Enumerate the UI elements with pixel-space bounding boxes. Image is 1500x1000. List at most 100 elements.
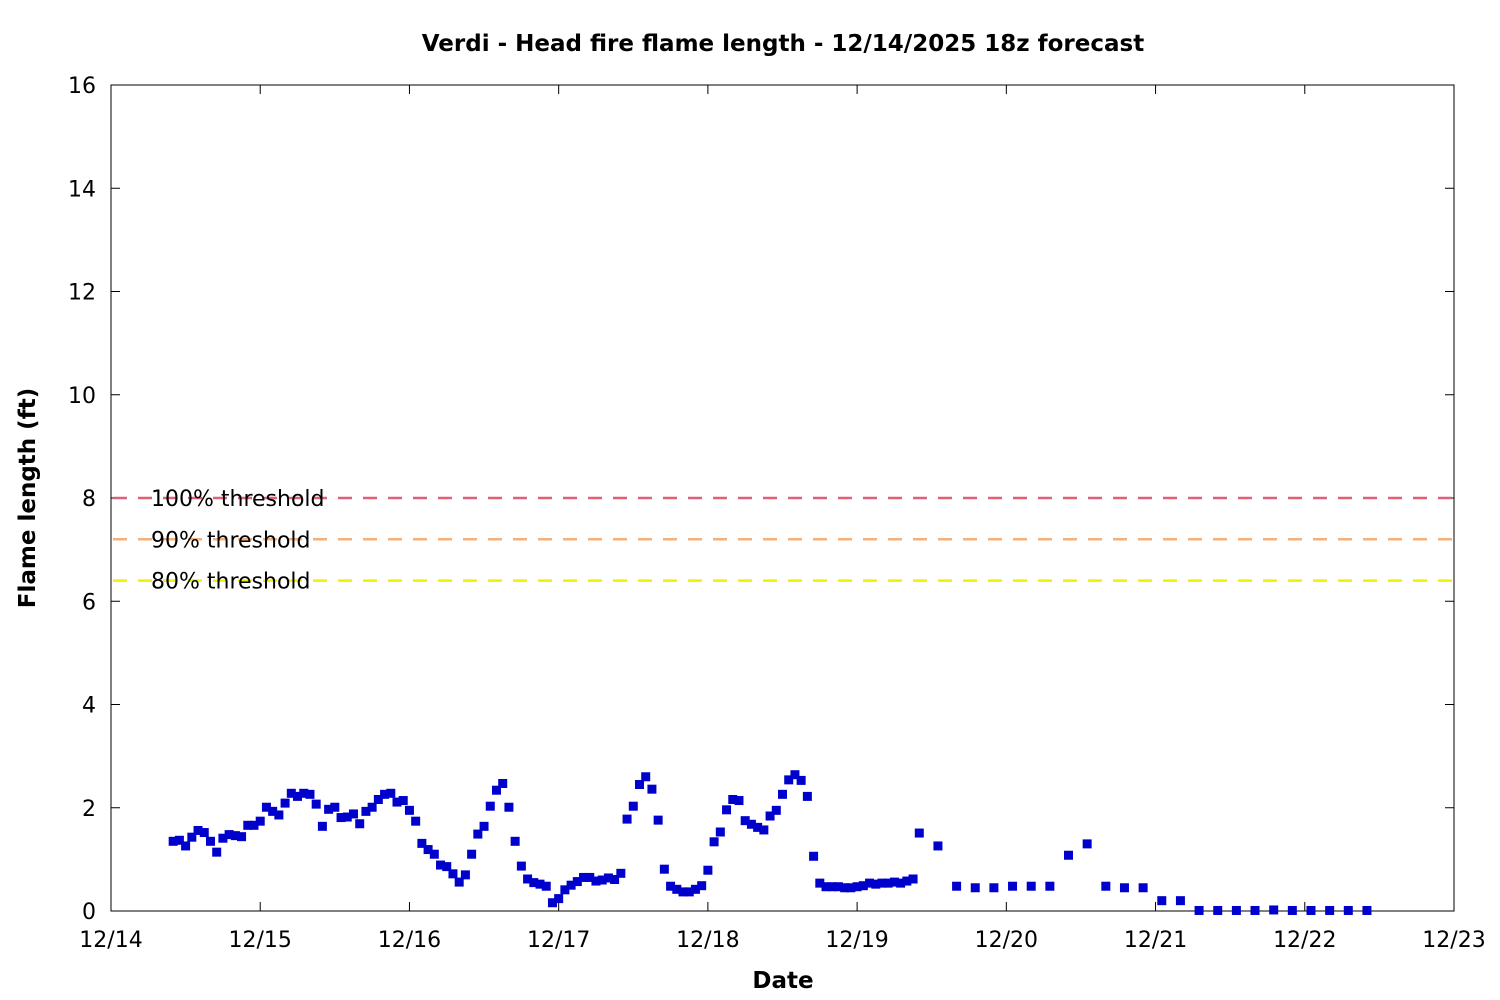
data-point bbox=[722, 805, 732, 815]
data-point bbox=[187, 832, 197, 842]
data-point bbox=[815, 878, 825, 888]
data-point bbox=[690, 884, 700, 894]
data-point bbox=[933, 841, 943, 851]
data-point bbox=[603, 873, 613, 883]
data-point bbox=[591, 876, 601, 886]
y-tick-label: 8 bbox=[82, 487, 96, 512]
data-point bbox=[473, 829, 483, 839]
data-point bbox=[827, 882, 837, 892]
data-point bbox=[367, 802, 377, 812]
data-point bbox=[678, 887, 688, 897]
data-point bbox=[317, 821, 327, 831]
data-point bbox=[523, 874, 533, 884]
data-point bbox=[324, 804, 334, 814]
threshold-label: 100% threshold bbox=[151, 487, 325, 512]
data-point bbox=[255, 816, 265, 826]
data-point bbox=[1045, 881, 1055, 891]
data-point bbox=[790, 770, 800, 780]
data-point bbox=[392, 797, 402, 807]
axis-ticks bbox=[110, 84, 1455, 912]
data-point bbox=[547, 898, 557, 908]
data-point bbox=[753, 822, 763, 832]
data-point bbox=[846, 883, 856, 893]
data-point bbox=[1269, 905, 1279, 915]
data-point bbox=[666, 881, 676, 891]
data-point bbox=[280, 798, 290, 808]
data-point bbox=[355, 819, 365, 829]
data-point bbox=[852, 882, 862, 892]
data-point bbox=[330, 802, 340, 812]
data-point bbox=[715, 827, 725, 837]
data-point bbox=[628, 801, 638, 811]
data-point bbox=[373, 794, 383, 804]
data-point bbox=[398, 796, 408, 806]
data-point bbox=[771, 805, 781, 815]
data-point bbox=[554, 894, 564, 904]
data-point bbox=[423, 845, 433, 855]
data-point bbox=[454, 877, 464, 887]
y-tick-label: 14 bbox=[68, 177, 96, 202]
data-point bbox=[865, 878, 875, 888]
data-point bbox=[230, 831, 240, 841]
data-point bbox=[436, 860, 446, 870]
data-point bbox=[311, 799, 321, 809]
data-point bbox=[1119, 883, 1129, 893]
data-point bbox=[1008, 881, 1018, 891]
data-point bbox=[1213, 905, 1223, 915]
data-point bbox=[796, 775, 806, 785]
data-point bbox=[858, 881, 868, 891]
data-point bbox=[809, 851, 819, 861]
data-point bbox=[224, 830, 234, 840]
data-point bbox=[684, 887, 694, 897]
data-point bbox=[193, 825, 203, 835]
data-point bbox=[734, 796, 744, 806]
data-point bbox=[1194, 905, 1204, 915]
data-point bbox=[659, 864, 669, 874]
data-point bbox=[467, 849, 477, 859]
data-point bbox=[411, 816, 421, 826]
data-point bbox=[361, 806, 371, 816]
data-point bbox=[1175, 896, 1185, 906]
data-point bbox=[641, 772, 651, 782]
data-point bbox=[759, 825, 769, 835]
data-point bbox=[442, 862, 452, 872]
data-point bbox=[417, 838, 427, 848]
data-point bbox=[765, 811, 775, 821]
data-point bbox=[647, 784, 657, 794]
x-tick-label: 12/18 bbox=[676, 928, 739, 953]
data-point bbox=[168, 836, 178, 846]
data-point bbox=[529, 878, 539, 888]
data-point bbox=[802, 791, 812, 801]
data-point bbox=[597, 875, 607, 885]
x-tick-label: 12/15 bbox=[229, 928, 292, 953]
data-point bbox=[585, 872, 595, 882]
data-point bbox=[504, 802, 514, 812]
data-point bbox=[1306, 905, 1316, 915]
x-tick-label: 12/19 bbox=[825, 928, 888, 953]
data-point bbox=[883, 878, 893, 888]
data-point bbox=[952, 881, 962, 891]
data-point bbox=[386, 788, 396, 798]
data-point bbox=[479, 821, 489, 831]
data-point bbox=[535, 879, 545, 889]
y-tick-label: 6 bbox=[82, 590, 96, 615]
data-point bbox=[896, 878, 906, 888]
threshold-lines: 100% threshold 90% threshold 80% threshold bbox=[113, 487, 1452, 595]
data-point bbox=[1250, 905, 1260, 915]
data-point bbox=[485, 801, 495, 811]
x-tick-label: 12/20 bbox=[975, 928, 1038, 953]
data-point bbox=[510, 836, 520, 846]
data-point bbox=[610, 875, 620, 885]
data-points bbox=[168, 770, 1372, 915]
y-axis-label: Flame length (ft) bbox=[15, 388, 41, 608]
data-point bbox=[634, 780, 644, 790]
data-point bbox=[902, 876, 912, 886]
data-point bbox=[579, 872, 589, 882]
data-point bbox=[821, 882, 831, 892]
data-point bbox=[653, 815, 663, 825]
x-tick-labels: 12/14 12/15 12/16 12/17 12/18 12/19 12/20 12/21… bbox=[79, 928, 1485, 953]
data-point bbox=[205, 836, 215, 846]
data-point bbox=[709, 837, 719, 847]
data-point bbox=[622, 814, 632, 824]
